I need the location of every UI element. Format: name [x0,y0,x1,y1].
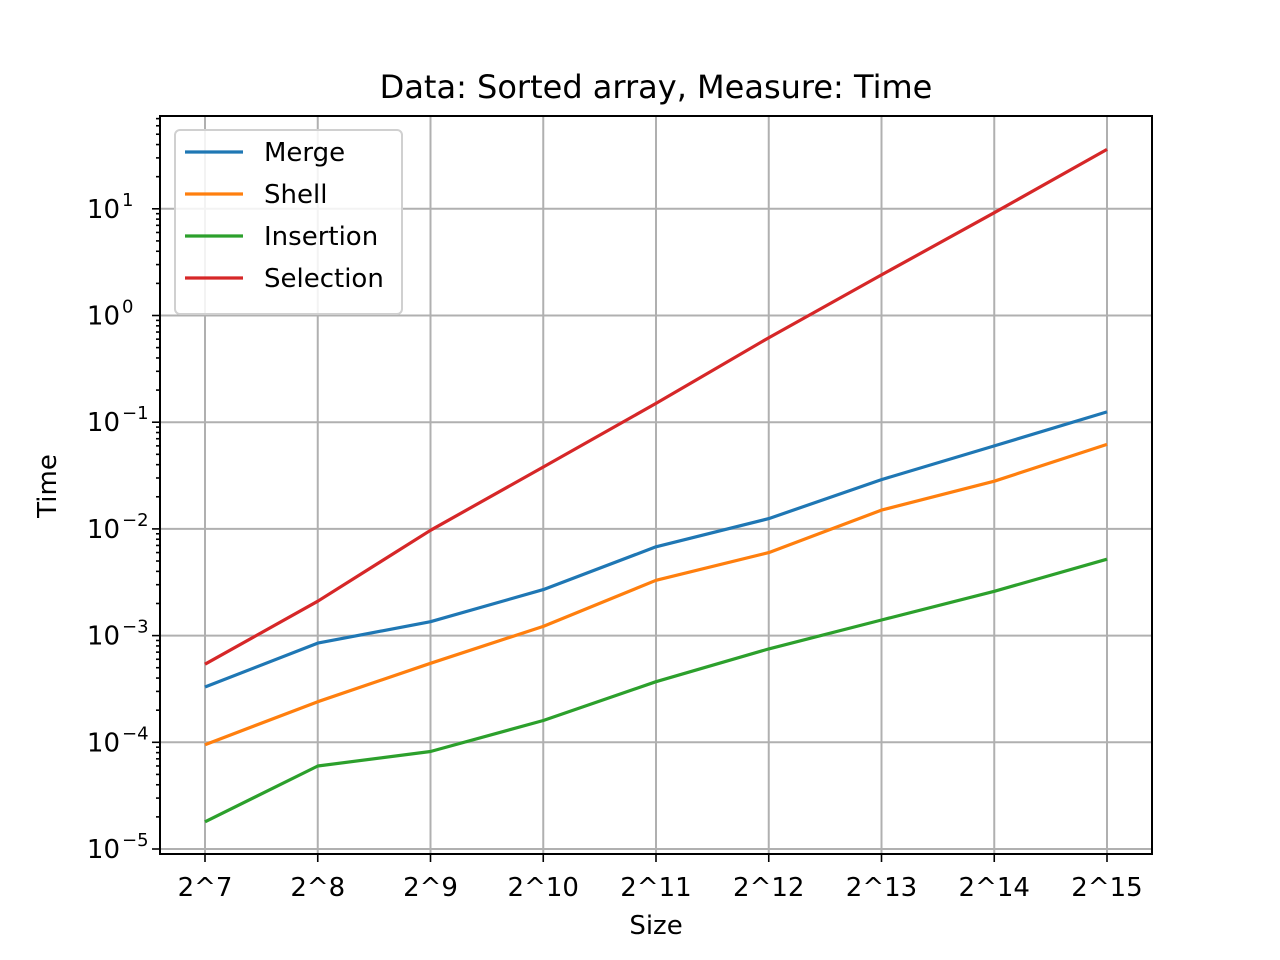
legend: Merge Shell Insertion Selection [174,129,403,315]
y-tick-exponent: 1 [122,190,133,211]
x-axis-label: Size [629,911,682,941]
y-tick-label: 10 [87,195,120,225]
x-tick-label: 2^13 [846,873,917,903]
y-tick-exponent: −2 [122,510,149,531]
legend-box [174,129,403,315]
x-tick-label: 2^8 [290,873,345,903]
y-tick-label: 10 [87,515,120,545]
chart-title: Data: Sorted array, Measure: Time [380,68,933,106]
series-line-selection [204,148,1108,666]
series-lines [204,148,1108,824]
x-tick-label: 2^14 [959,873,1030,903]
series-line-merge [204,410,1108,689]
legend-label: Shell [264,180,327,210]
x-tick-label: 2^10 [508,873,579,903]
y-tick-label: 10 [87,408,120,438]
y-tick-label: 10 [87,622,120,652]
y-axis-label: Time [33,454,63,519]
y-tick-exponent: −5 [122,830,149,851]
x-tick-label: 2^9 [403,873,458,903]
y-tick-exponent: −4 [122,723,149,744]
legend-label: Selection [264,264,384,294]
x-tick-label: 2^12 [733,873,804,903]
y-tick-label: 10 [87,728,120,758]
x-axis: 2^7 2^8 2^9 2^10 2^11 2^12 2^13 2^14 2^15 [178,854,1143,903]
legend-label: Insertion [264,222,378,252]
y-tick-exponent: −3 [122,617,149,638]
y-tick-exponent: −1 [122,403,149,424]
series-line-shell [204,442,1108,747]
series-line-insertion [204,557,1108,824]
legend-label: Merge [264,138,345,168]
x-tick-label: 2^11 [620,873,691,903]
x-tick-label: 2^15 [1071,873,1142,903]
y-tick-label: 10 [87,835,120,865]
x-tick-label: 2^7 [178,873,233,903]
y-tick-label: 10 [87,302,120,332]
y-tick-exponent: 0 [122,297,133,318]
grid [160,116,1152,854]
